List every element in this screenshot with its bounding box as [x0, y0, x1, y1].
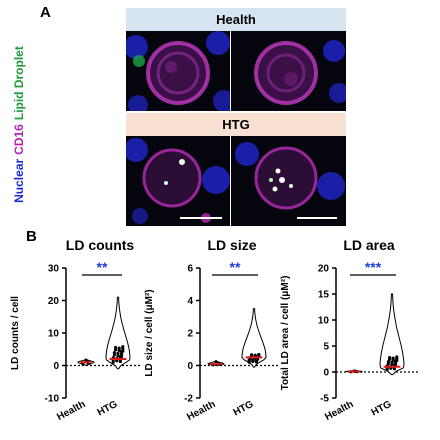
- significance-stars-1: **: [230, 259, 241, 275]
- data-point-1-1-21: [254, 358, 258, 362]
- panel-b-letter: B: [26, 228, 37, 245]
- micrograph-health-left-image: [126, 31, 230, 111]
- data-point-2-1-20: [394, 359, 398, 363]
- data-point-2-1-16: [388, 355, 392, 360]
- data-point-0-1-16: [114, 345, 118, 350]
- data-point-0-1-7: [114, 348, 118, 352]
- data-point-0-1-3: [118, 359, 122, 364]
- data-point-0-1-0: [111, 360, 115, 364]
- data-point-1-1-13: [253, 353, 257, 357]
- data-point-0-1-8: [112, 353, 116, 357]
- y-tick-label-1-3: 0: [187, 361, 193, 372]
- significance-stars-0: **: [97, 259, 108, 275]
- significance-stars-2: ***: [365, 259, 382, 275]
- y-tick-label-1-2: 2: [187, 329, 193, 340]
- y-tick-label-0-2: 10: [48, 329, 60, 340]
- y-tick-label-1-4: -2: [184, 394, 193, 405]
- data-point-0-1-17: [112, 351, 116, 355]
- data-point-0-1-20: [120, 350, 124, 354]
- y-axis-label-1: LD size / cell (μM²): [144, 289, 155, 376]
- micrograph-htg-right: [231, 136, 346, 226]
- y-tick-label-2-1: 15: [318, 290, 330, 301]
- micrograph-htg-right-image: [235, 142, 345, 219]
- x-category-label-2-1: HTG: [370, 399, 394, 419]
- data-point-0-1-19: [121, 345, 125, 349]
- y-tick-label-2-2: 10: [318, 316, 330, 327]
- violin-1-1: [241, 308, 267, 368]
- chart-title-1: LD size: [207, 237, 256, 253]
- data-point-0-1-11: [120, 352, 124, 356]
- data-point-0-1-4: [117, 348, 121, 353]
- y-tick-label-0-1: 20: [48, 296, 60, 307]
- data-point-0-1-10: [121, 347, 125, 351]
- y-axis-label-0: LD counts / cell: [10, 296, 21, 370]
- y-tick-label-1-1: 4: [187, 296, 193, 307]
- micrograph-health-right-image: [254, 40, 346, 105]
- data-point-0-1-13: [117, 346, 121, 350]
- micrograph-health-right: [231, 31, 346, 111]
- y-tick-label-1-0: 6: [187, 264, 193, 275]
- y-tick-label-2-5: -5: [320, 394, 329, 405]
- health-row-label: Health: [126, 8, 346, 31]
- data-point-2-1-14: [390, 360, 394, 364]
- y-tick-label-2-4: 0: [323, 368, 329, 379]
- y-tick-label-0-4: -10: [45, 394, 60, 405]
- data-point-0-1-5: [116, 354, 120, 358]
- y-tick-label-2-3: 5: [323, 342, 329, 353]
- chart-title-2: LD area: [343, 237, 395, 253]
- data-point-1-1-16: [250, 353, 254, 357]
- micrograph-htg-left-image: [126, 138, 230, 224]
- y-axis-label-2: Total LD area / cell (μM²): [280, 276, 291, 391]
- data-point-0-1-21: [118, 355, 122, 359]
- data-point-1-1-19: [257, 352, 261, 357]
- data-point-2-1-19: [395, 355, 399, 359]
- micrograph-health-left: [126, 31, 230, 111]
- y-tick-label-0-3: 0: [53, 361, 59, 372]
- data-point-0-1-14: [116, 351, 120, 355]
- y-tick-label-2-0: 20: [318, 264, 330, 275]
- micrograph-htg-left: [126, 136, 230, 226]
- x-category-label-1-1: HTG: [232, 399, 256, 419]
- panel-a-letter: A: [40, 4, 51, 21]
- htg-row-label: HTG: [126, 113, 346, 136]
- y-tick-label-0-0: 30: [48, 264, 60, 275]
- data-point-2-1-17: [386, 360, 390, 364]
- chart-title-0: LD counts: [66, 237, 135, 253]
- violin-2-1: [379, 293, 405, 376]
- data-point-1-1-18: [247, 358, 251, 362]
- data-point-2-1-13: [391, 356, 395, 360]
- x-category-label-0-0: Health: [55, 399, 87, 423]
- x-category-label-0-1: HTG: [96, 399, 120, 419]
- data-point-1-1-15: [251, 358, 255, 363]
